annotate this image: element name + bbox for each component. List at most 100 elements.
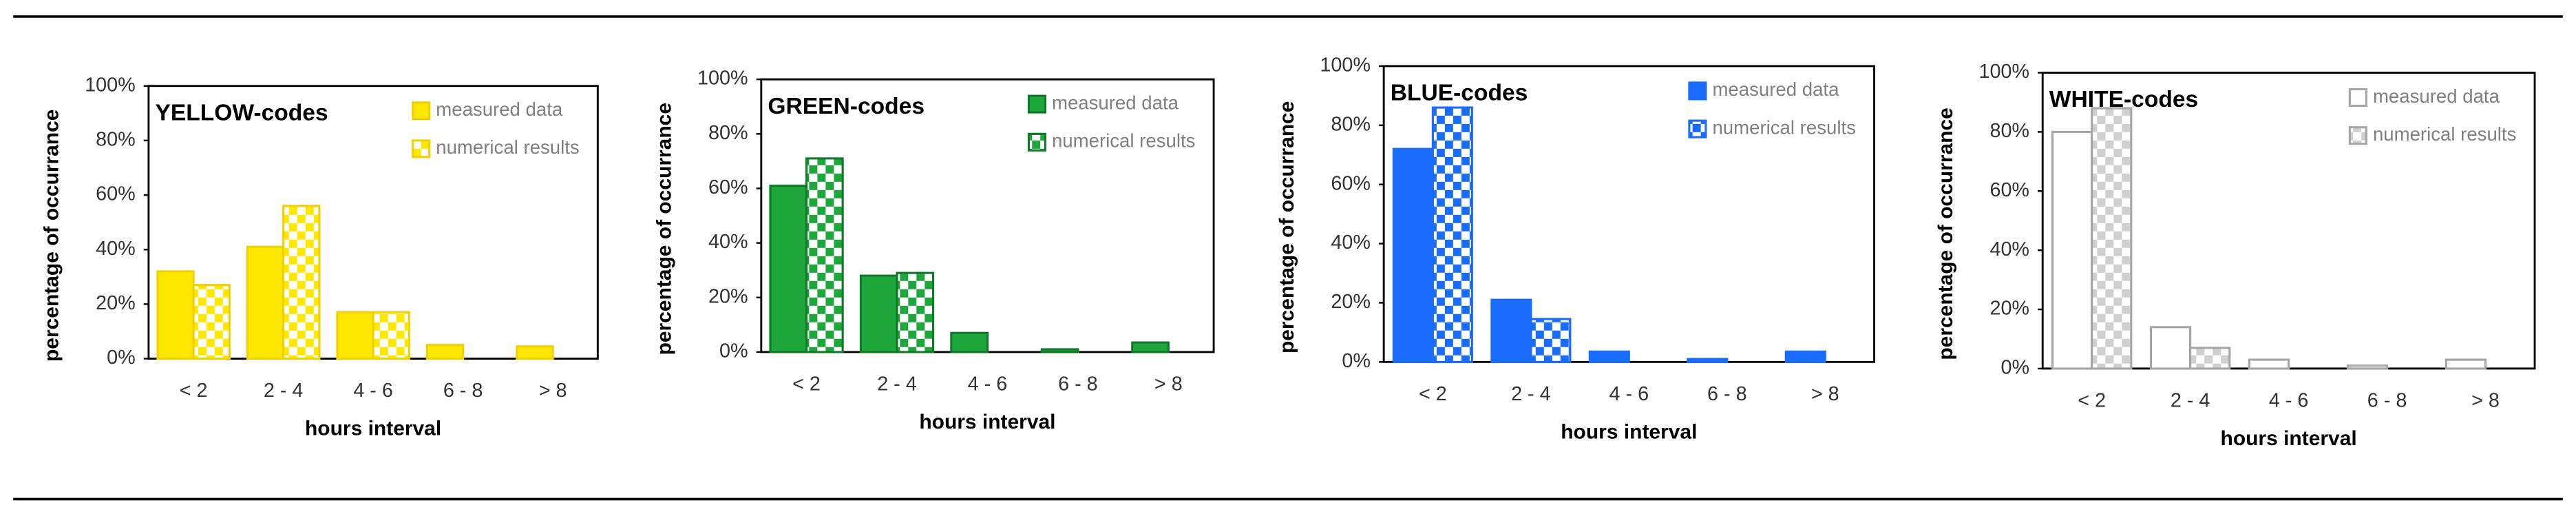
legend-label: numerical results <box>436 136 579 158</box>
x-tick-label: 6 - 8 <box>1707 383 1747 405</box>
y-tick-label: 80% <box>1989 120 2029 142</box>
bar <box>282 205 321 360</box>
chart-title: BLUE-codes <box>1391 81 1528 106</box>
y-tick-label: 80% <box>708 122 748 144</box>
legend-swatch <box>2348 88 2367 107</box>
bar <box>2149 326 2192 370</box>
chart-title: GREEN-codes <box>768 94 925 119</box>
x-axis-title: hours interval <box>2221 427 2357 450</box>
x-tick-label: < 2 <box>2078 389 2106 411</box>
y-tick-label: 20% <box>708 285 748 307</box>
legend-swatch <box>1688 81 1707 101</box>
bar <box>336 311 374 360</box>
x-tick-label: 4 - 6 <box>968 373 1008 395</box>
y-tick-label: 40% <box>96 238 136 260</box>
x-tick-label: 2 - 4 <box>1511 383 1551 405</box>
x-tick-label: 6 - 8 <box>1058 373 1098 395</box>
bar <box>516 345 554 360</box>
bar <box>1040 348 1079 353</box>
x-tick-label: 4 - 6 <box>2269 389 2309 411</box>
y-tick-label: 0% <box>2000 357 2029 379</box>
x-tick-label: > 8 <box>539 380 567 402</box>
chart-title: YELLOW-codes <box>155 100 328 125</box>
y-tick-label: 60% <box>96 183 136 205</box>
y-tick-label: 20% <box>1989 298 2029 320</box>
y-tick-label: 0% <box>719 340 748 362</box>
x-tick-label: < 2 <box>180 380 208 402</box>
bar <box>156 270 195 360</box>
bar <box>769 184 808 353</box>
y-tick-label: 100% <box>1320 54 1371 76</box>
bar <box>2051 130 2093 370</box>
legend-swatch <box>1027 132 1046 152</box>
y-tick-label: 40% <box>1989 238 2029 260</box>
x-axis-title: hours interval <box>305 418 441 440</box>
bar <box>805 157 844 353</box>
bar <box>1392 147 1434 363</box>
legend-swatch <box>1688 119 1707 138</box>
bar <box>896 271 935 353</box>
legend-swatch <box>2348 126 2367 145</box>
x-tick-label: 4 - 6 <box>1609 383 1649 405</box>
bar <box>950 331 989 353</box>
legend-swatch <box>412 139 431 158</box>
bar <box>2091 107 2133 370</box>
y-axis-title: percentage of occurrance <box>1276 101 1298 353</box>
bar <box>372 311 410 360</box>
bar <box>2189 347 2231 370</box>
bar <box>1687 358 1729 363</box>
x-axis-title: hours interval <box>1561 420 1697 443</box>
y-tick-label: 80% <box>1331 113 1371 135</box>
x-tick-label: > 8 <box>1154 373 1183 395</box>
bar <box>859 274 898 353</box>
y-tick-label: 20% <box>96 292 136 314</box>
legend-label: measured data <box>1712 79 1839 100</box>
bar <box>425 344 465 360</box>
bar <box>1431 106 1473 363</box>
y-tick-label: 60% <box>1989 179 2029 201</box>
legend-label: numerical results <box>1712 116 1855 138</box>
y-axis-title: percentage of occurrance <box>653 103 676 355</box>
x-tick-label: 2 - 4 <box>264 380 304 402</box>
y-tick-label: 100% <box>697 68 748 90</box>
y-tick-label: 60% <box>708 176 748 198</box>
y-tick-label: 100% <box>1978 61 2029 83</box>
bar <box>2248 358 2290 370</box>
x-tick-label: > 8 <box>1811 383 1839 405</box>
y-tick-label: 40% <box>708 231 748 253</box>
y-tick-label: 40% <box>1331 232 1371 254</box>
x-axis-title: hours interval <box>919 411 1055 433</box>
x-tick-label: 2 - 4 <box>2171 389 2210 411</box>
y-tick-label: 0% <box>107 347 136 369</box>
y-axis-title: percentage of occurrance <box>41 110 63 362</box>
bar <box>1784 350 1826 363</box>
bar <box>1490 298 1532 363</box>
x-tick-label: > 8 <box>2471 389 2500 411</box>
x-tick-label: 4 - 6 <box>353 380 393 402</box>
legend-label: numerical results <box>1052 130 1195 152</box>
x-tick-label: 6 - 8 <box>443 380 483 402</box>
chart-title: WHITE-codes <box>2049 87 2198 112</box>
x-tick-label: 6 - 8 <box>2367 389 2407 411</box>
y-axis-title: percentage of occurrance <box>1934 107 1957 360</box>
legend-label: measured data <box>2373 85 2500 107</box>
x-tick-label: 2 - 4 <box>877 373 917 395</box>
y-tick-label: 20% <box>1331 291 1371 313</box>
x-tick-label: < 2 <box>792 373 821 395</box>
y-tick-label: 80% <box>96 129 136 151</box>
y-tick-label: 60% <box>1331 172 1371 194</box>
legend-label: measured data <box>436 99 563 120</box>
legend-label: measured data <box>1052 92 1179 113</box>
legend-label: numerical results <box>2373 123 2516 145</box>
legend-swatch <box>1027 94 1046 114</box>
x-tick-label: < 2 <box>1419 383 1447 405</box>
bar <box>2346 364 2389 370</box>
y-tick-label: 100% <box>85 74 136 96</box>
bar <box>1588 350 1630 363</box>
bar <box>1131 341 1170 353</box>
bar <box>2445 358 2487 370</box>
bar <box>192 284 231 360</box>
bar <box>1530 318 1572 363</box>
y-tick-label: 0% <box>1342 350 1371 372</box>
